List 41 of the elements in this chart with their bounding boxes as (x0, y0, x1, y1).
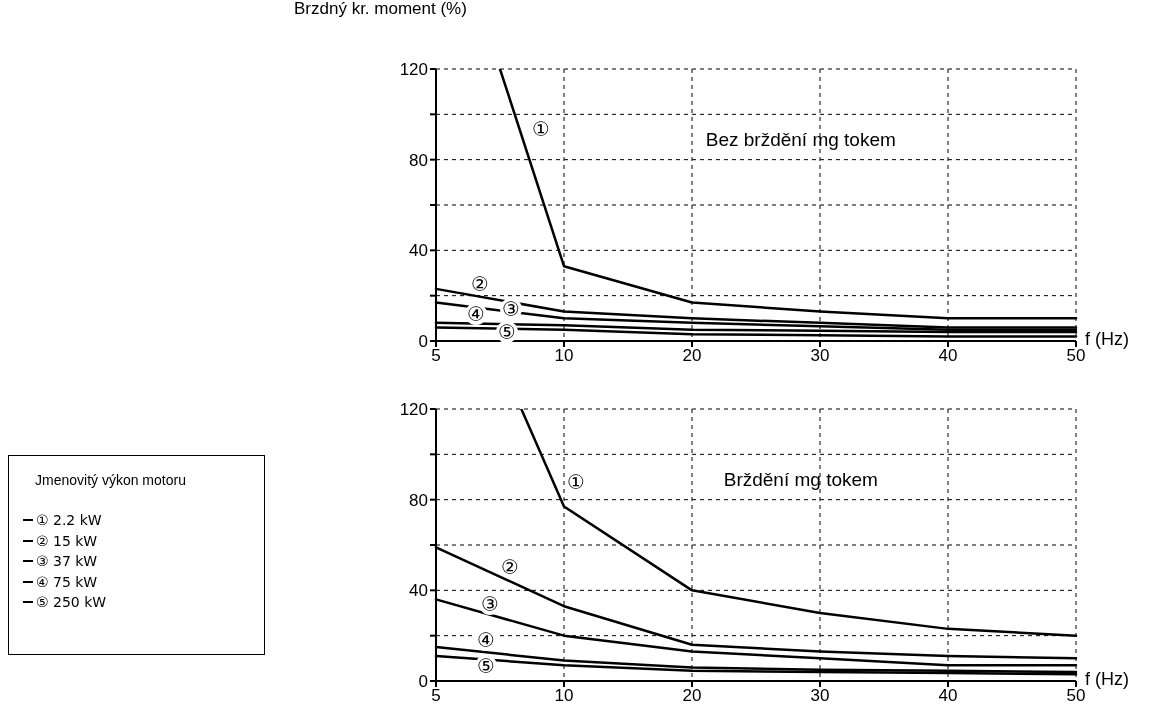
x-tick-label: 20 (682, 686, 702, 706)
x-tick-label: 5 (431, 686, 441, 706)
y-tick-label: 40 (409, 241, 428, 261)
x-tick-label: 20 (682, 346, 702, 366)
legend-title: Jmenovitý výkon motoru (35, 472, 187, 488)
legend-label: ⑤ 250 kW (36, 594, 107, 611)
legend-label: ③ 37 kW (36, 553, 98, 570)
annotation: ③ (479, 592, 501, 616)
annotation: ① (565, 470, 587, 494)
legend-label: ② 15 kW (36, 532, 98, 549)
y-tick-label: 120 (399, 400, 428, 420)
y-tick-label: 0 (418, 332, 428, 352)
x-tick-label: 5 (431, 346, 441, 366)
legend-label: ① 2.2 kW (36, 512, 102, 529)
y-axis-title: Brzdný kr. moment (%) (294, 0, 467, 19)
annotation: ② (499, 555, 521, 579)
annotation: ① (530, 117, 552, 141)
y-tick-label: 80 (409, 150, 428, 170)
x-tick-label: 30 (810, 686, 830, 706)
legend-label: ④ 75 kW (36, 573, 98, 590)
annotation: ③ (500, 297, 522, 321)
x-tick-label: 10 (554, 346, 574, 366)
text: Bez brždění mg tokem (704, 129, 897, 151)
x-tick-label: 40 (938, 346, 958, 366)
x-tick-label: 50 (1066, 686, 1086, 706)
annotation: ④ (475, 628, 497, 652)
annotation: ④ (465, 302, 487, 326)
y-tick-label: 0 (418, 672, 428, 692)
text: Brždění mg tokem (722, 469, 879, 491)
y-tick-label: 40 (409, 581, 428, 601)
x-tick-label: 40 (938, 686, 958, 706)
annotation: ⑤ (496, 320, 518, 344)
x-axis-title: f (Hz) (1085, 669, 1129, 690)
annotation: ⑤ (475, 654, 497, 678)
x-axis-title: f (Hz) (1085, 329, 1129, 350)
x-tick-label: 30 (810, 346, 830, 366)
annotation: ② (469, 272, 491, 296)
x-tick-label: 10 (554, 686, 574, 706)
y-tick-label: 80 (409, 490, 428, 510)
x-tick-label: 50 (1066, 346, 1086, 366)
y-tick-label: 120 (399, 60, 428, 80)
